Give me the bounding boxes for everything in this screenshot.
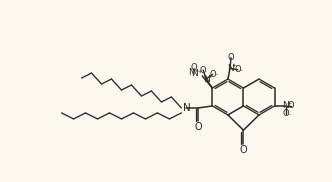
Text: O: O [287,101,294,110]
Text: +: + [231,63,236,68]
Text: ⁻: ⁻ [214,74,218,80]
Text: N⁺: N⁺ [192,69,203,78]
Text: +: + [207,74,212,79]
Text: O: O [209,70,216,79]
Text: N: N [227,64,233,73]
Text: O: O [235,65,241,74]
Text: O: O [282,109,289,118]
Text: N: N [282,101,289,110]
Text: ⁻: ⁻ [287,113,291,119]
Text: O: O [195,122,202,132]
Text: N⁺: N⁺ [188,68,199,77]
Text: O: O [200,66,207,75]
Text: ⁻: ⁻ [239,69,243,75]
Text: N: N [183,103,190,113]
Text: O: O [240,145,247,155]
Text: N: N [203,74,209,84]
Text: O: O [190,63,197,72]
Text: O: O [228,53,234,62]
Text: +: + [287,101,292,106]
